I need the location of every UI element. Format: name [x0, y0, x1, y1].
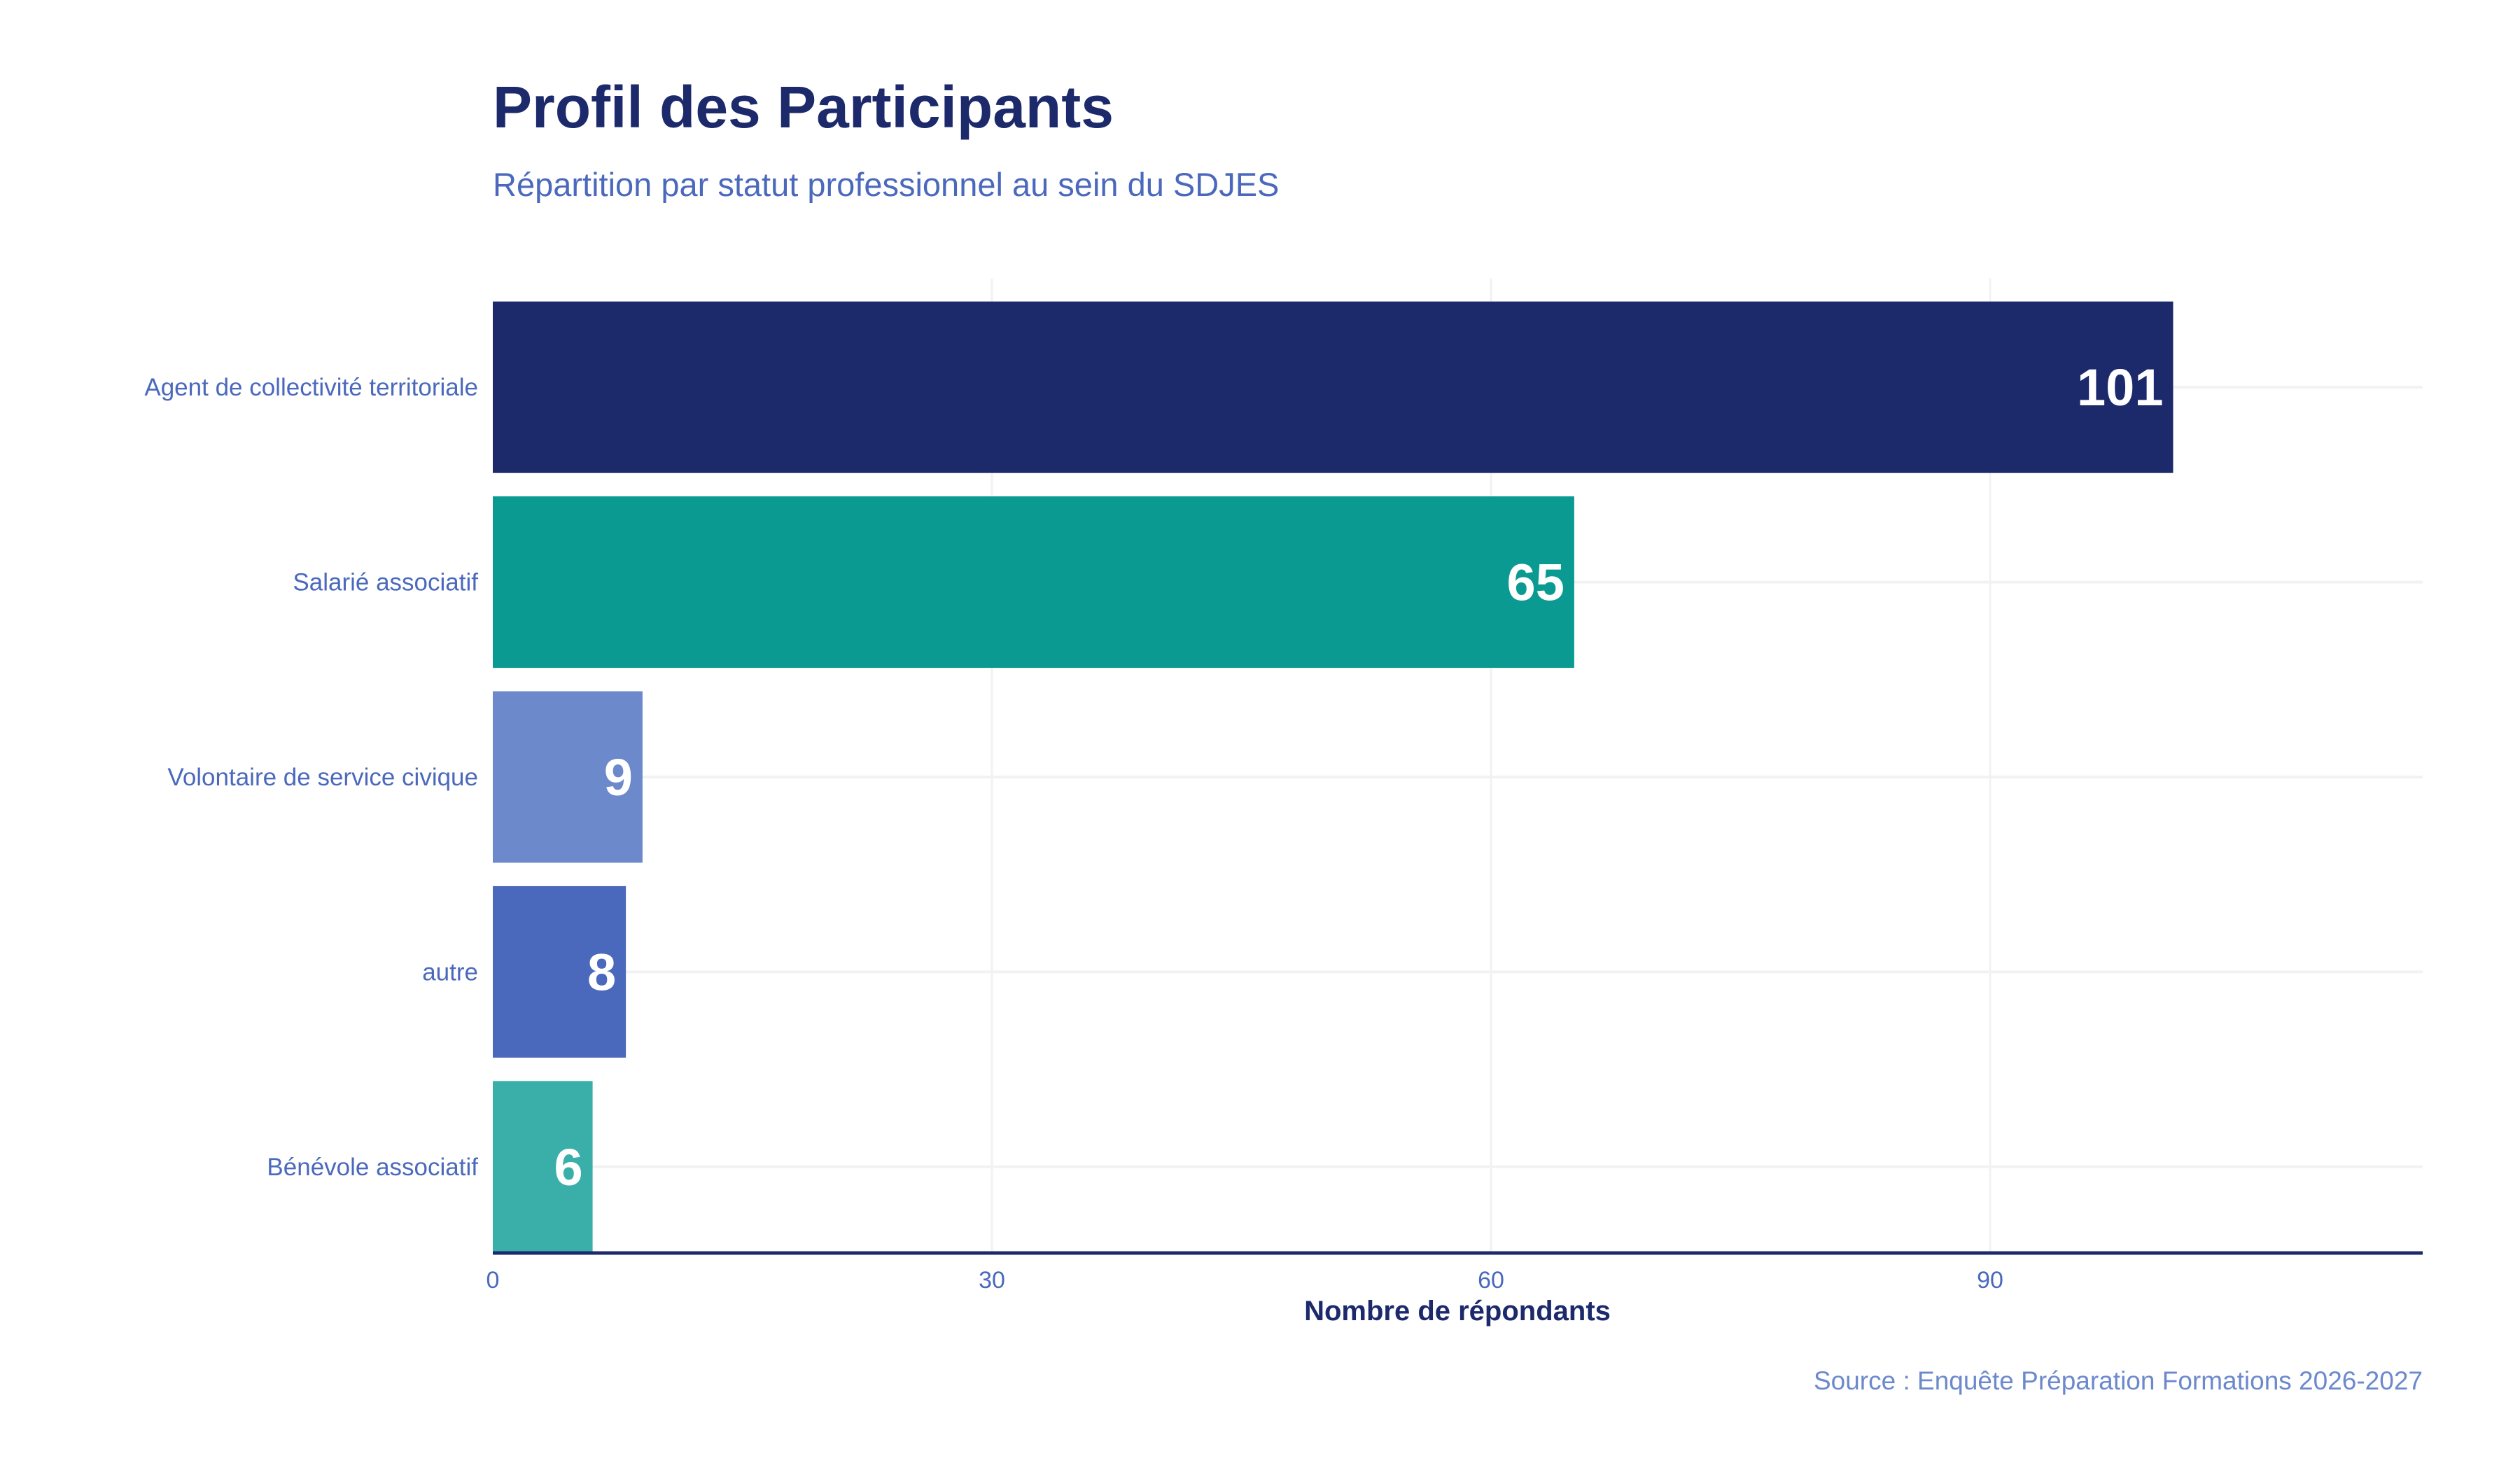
bar-value-label: 8: [587, 943, 616, 1001]
bar: [493, 496, 1574, 668]
bar-value-label: 9: [604, 748, 633, 806]
bar: [493, 886, 626, 1058]
x-axis-label: Nombre de répondants: [1304, 1296, 1611, 1326]
y-tick-label: Bénévole associatif: [267, 1154, 478, 1181]
y-tick-label: autre: [422, 958, 478, 986]
x-tick-label: 30: [979, 1267, 1005, 1294]
bar-value-label: 101: [2077, 358, 2163, 416]
bar: [493, 691, 643, 863]
bar: [493, 301, 2174, 473]
chart-title: Profil des Participants: [493, 74, 1114, 140]
bar-value-label: 6: [554, 1138, 582, 1196]
x-tick-label: 0: [486, 1267, 500, 1294]
bar: [493, 1081, 593, 1253]
x-tick-label: 90: [1977, 1267, 2003, 1294]
x-axis-ticks: 0 30 60 90: [486, 1267, 2003, 1294]
y-tick-label: Salarié associatif: [293, 569, 478, 596]
chart-subtitle: Répartition par statut professionnel au …: [493, 166, 1279, 203]
y-tick-label: Volontaire de service civique: [167, 764, 478, 791]
y-tick-label: Agent de collectivité territoriale: [144, 374, 478, 401]
bar-value-label: 65: [1507, 554, 1564, 612]
x-tick-label: 60: [1478, 1267, 1504, 1294]
bars: 101 65 9 8 6: [493, 301, 2174, 1253]
chart-caption: Source : Enquête Préparation Formations …: [1814, 1366, 2423, 1395]
y-axis-labels: Agent de collectivité territoriale Salari…: [144, 374, 478, 1181]
